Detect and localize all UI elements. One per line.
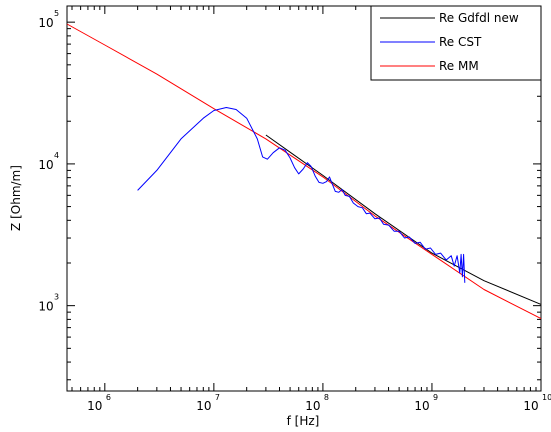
- x-tick-exponent: 7: [215, 393, 220, 402]
- y-tick-exponent: 5: [54, 9, 59, 18]
- legend-entry-label: Re CST: [439, 35, 482, 49]
- series-line-re-gdfdl-new: [265, 134, 542, 305]
- y-tick-label: 10: [38, 158, 53, 172]
- y-tick-label: 10: [38, 16, 53, 30]
- x-axis-label: f [Hz]: [287, 414, 320, 428]
- legend: Re Gdfdl new Re CST Re MM: [370, 5, 542, 81]
- series-line-re-cst: [137, 107, 466, 283]
- x-tick-exponent: 8: [324, 393, 329, 402]
- y-tick-label: 10: [38, 300, 53, 314]
- x-tick-label: 10: [414, 399, 429, 413]
- legend-entry-label: Re MM: [439, 59, 479, 73]
- x-tick-label: 10: [87, 399, 102, 413]
- legend-entry-label: Re Gdfdl new: [439, 11, 519, 25]
- y-tick-exponent: 4: [54, 151, 59, 160]
- x-tick-label: 10: [305, 399, 320, 413]
- y-axis-label: Z [Ohm/m]: [9, 165, 23, 231]
- x-tick-label: 10: [196, 399, 211, 413]
- series-line-re-mm: [66, 23, 542, 320]
- data-series: [66, 23, 542, 320]
- x-tick-label: 10: [523, 399, 538, 413]
- x-tick-exponent: 10: [542, 393, 551, 402]
- x-tick-exponent: 6: [106, 393, 111, 402]
- y-tick-exponent: 3: [54, 293, 59, 302]
- x-tick-exponent: 9: [433, 393, 438, 402]
